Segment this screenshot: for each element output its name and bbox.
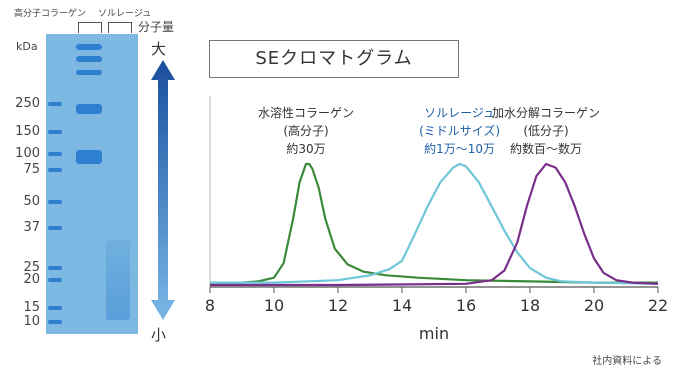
- series-label-line: (高分子): [283, 123, 328, 138]
- kda-marker-label: 15: [23, 300, 40, 315]
- molecular-weight-large: 大: [151, 40, 167, 58]
- lane-label-high-mw: 高分子コラーゲン: [14, 9, 87, 19]
- sample-band-high-mw: [76, 56, 102, 62]
- series-label-line: 約30万: [286, 141, 325, 156]
- lane-bracket-1: [78, 22, 102, 33]
- x-tick-label: 20: [584, 296, 604, 315]
- ladder-band: [48, 102, 62, 106]
- ladder-band: [48, 266, 62, 270]
- kda-marker-label: 50: [23, 194, 40, 209]
- gel-panel: 高分子コラーゲン ソルレージュ kDa 250 150 100 75 50 37 25 20 1…: [0, 0, 200, 372]
- x-tick-label: 18: [520, 296, 540, 315]
- ladder-band: [48, 226, 62, 230]
- molecular-weight-small: 小: [151, 326, 167, 344]
- series-line: [210, 162, 659, 287]
- x-tick-label: 10: [264, 296, 284, 315]
- series-label-line: (ミドルサイズ): [419, 123, 500, 138]
- kda-marker-label: 100: [15, 146, 40, 161]
- series-label-line: 約数百〜数万: [510, 141, 582, 156]
- ladder-band: [48, 306, 62, 310]
- x-axis-label: min: [419, 324, 449, 343]
- kda-marker-label: 150: [15, 124, 40, 139]
- gel-image: [46, 34, 138, 334]
- kda-marker-label: 37: [23, 220, 40, 235]
- ladder-band: [48, 168, 62, 172]
- series-label-line: 加水分解コラーゲン: [492, 106, 600, 120]
- series-label-line: 水溶性コラーゲン: [258, 105, 354, 120]
- x-axis-ticks: 8 10 12 14 16 18 20 22: [205, 287, 668, 315]
- kda-marker-label: 20: [23, 272, 40, 287]
- ladder-band: [48, 320, 62, 324]
- chart-title: SEクロマトグラム: [209, 40, 459, 78]
- kda-unit: kDa: [16, 40, 38, 53]
- x-tick-label: 16: [456, 296, 476, 315]
- peak-labels: 水溶性コラーゲン (高分子) 約30万 ソルレージュ (ミドルサイズ) 約1万〜10万 加水…: [258, 105, 600, 156]
- kda-marker-label: 10: [23, 314, 40, 329]
- x-tick-label: 14: [392, 296, 412, 315]
- series-label-line: 約1万〜10万: [424, 141, 495, 156]
- x-tick-label: 12: [328, 296, 348, 315]
- ladder-band: [48, 152, 62, 156]
- molecular-weight-arrow: [151, 60, 175, 320]
- x-tick-label: 8: [205, 296, 215, 315]
- lane-label-solrege: ソルレージュ: [98, 9, 152, 19]
- molecular-weight-title: 分子量: [138, 20, 175, 34]
- series-line: [210, 162, 658, 284]
- x-tick-label: 22: [648, 296, 668, 315]
- kda-marker-label: 25: [23, 260, 40, 275]
- kda-marker-label: 250: [15, 96, 40, 111]
- series-label-line: ソルレージュ: [424, 106, 495, 120]
- series-lines: [210, 162, 659, 287]
- sample-smear-solrege: [106, 240, 130, 320]
- kda-marker-label: 75: [23, 162, 40, 177]
- sample-band-high-mw: [76, 70, 102, 75]
- series-line: [210, 162, 659, 285]
- sample-band-high-mw: [76, 150, 102, 164]
- ladder-band: [48, 200, 62, 204]
- series-label-line: (低分子): [523, 124, 568, 138]
- sample-band-high-mw: [76, 104, 102, 114]
- source-note: 社内資料による: [592, 356, 662, 367]
- lane-bracket-2: [108, 22, 132, 33]
- ladder-band: [48, 130, 62, 134]
- sample-band-high-mw: [76, 44, 102, 50]
- ladder-band: [48, 278, 62, 282]
